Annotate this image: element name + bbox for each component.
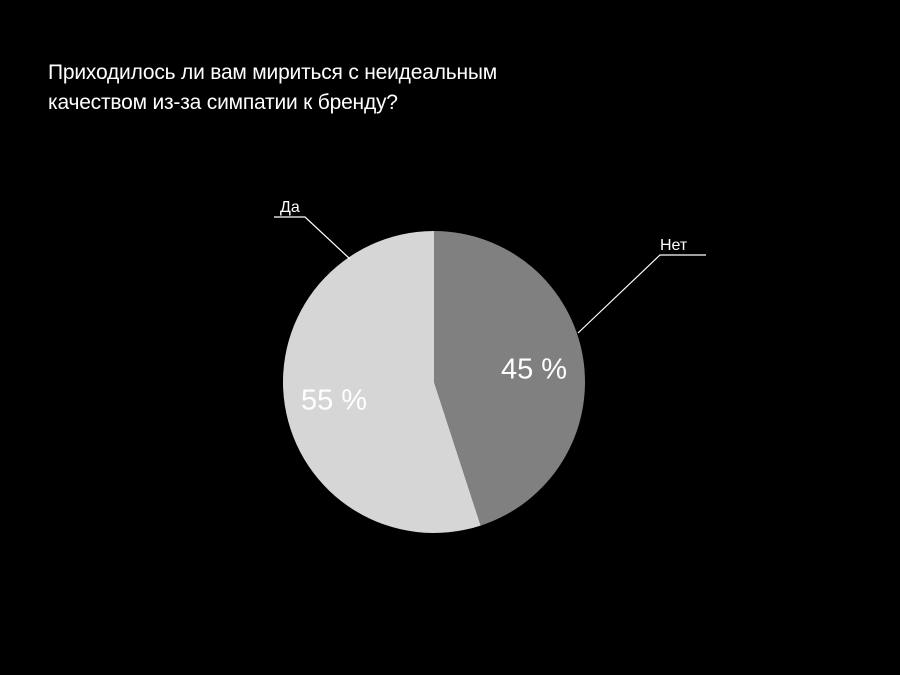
category-label-da: Да <box>280 199 300 216</box>
category-label-net: Нет <box>660 237 688 254</box>
leader-line-net <box>577 254 706 334</box>
chart-title-line-2: качеством из-за симпатии к бренду? <box>48 91 398 114</box>
slice-value-label-net: 45 % <box>501 354 567 386</box>
chart-title: Приходилось ли вам мириться с неидеальны… <box>48 58 608 118</box>
pie-labels: 45 % Нет 55 % Да <box>274 199 706 417</box>
slice-value-label-da: 55 % <box>301 385 367 417</box>
pie-slices <box>282 231 585 534</box>
leader-line-da <box>274 216 351 260</box>
pie-slice-da <box>282 231 481 534</box>
chart-title-line-1: Приходилось ли вам мириться с неидеальны… <box>48 61 498 84</box>
pie-slice-net <box>434 231 585 526</box>
